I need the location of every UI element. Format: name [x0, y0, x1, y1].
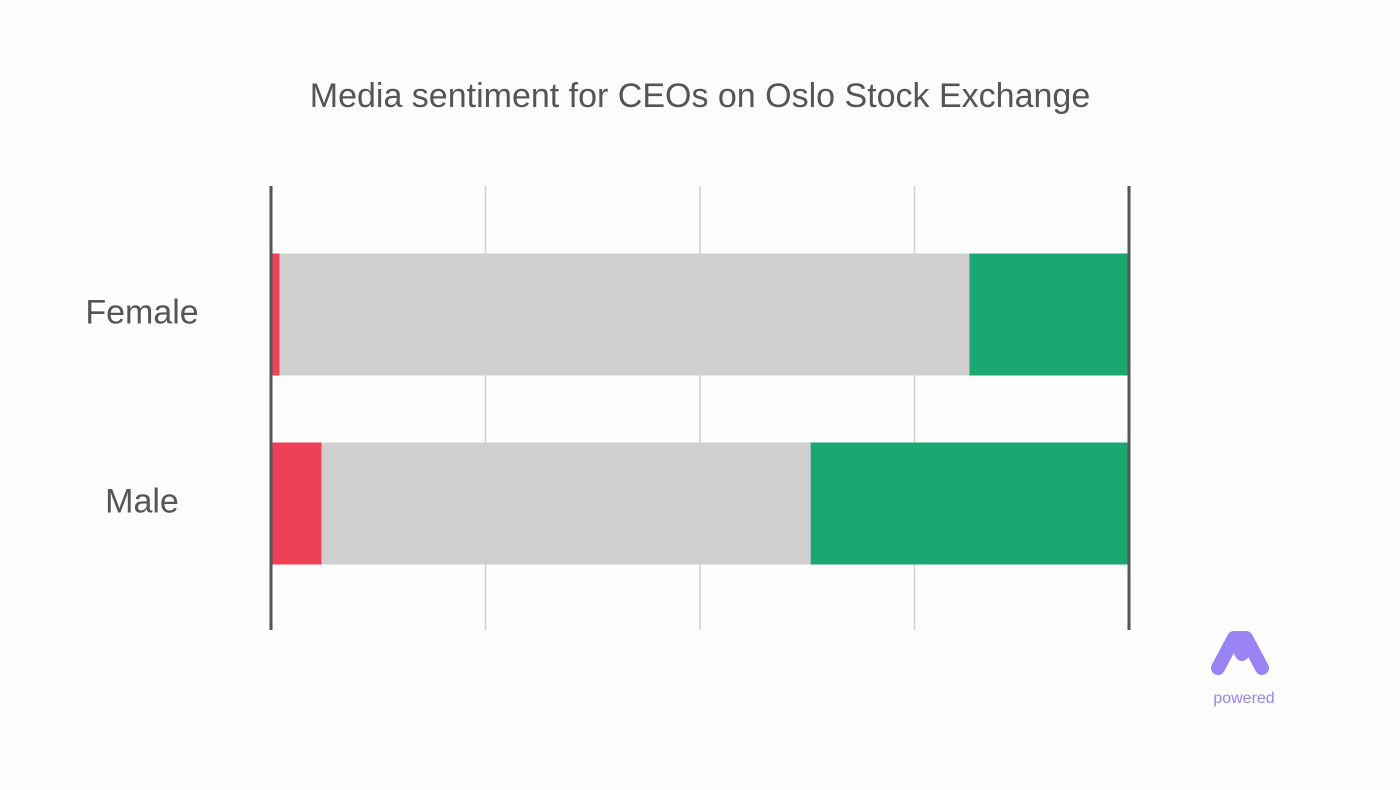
logo: powered [1211, 631, 1275, 707]
logo-mark [1211, 631, 1269, 675]
bar-segment [271, 442, 322, 565]
bar-segment [969, 253, 1129, 376]
bar-segment [321, 442, 811, 565]
plot-area: Female Male [85, 186, 1131, 630]
logo-text: powered [1213, 690, 1274, 707]
chart-title: Media sentiment for CEOs on Oslo Stock E… [310, 77, 1090, 115]
bar-segment [279, 253, 970, 376]
y-tick-label: Male [105, 482, 179, 520]
bar-segment [271, 253, 280, 376]
y-tick-label: Female [85, 293, 198, 331]
bar-segment [810, 442, 1129, 565]
